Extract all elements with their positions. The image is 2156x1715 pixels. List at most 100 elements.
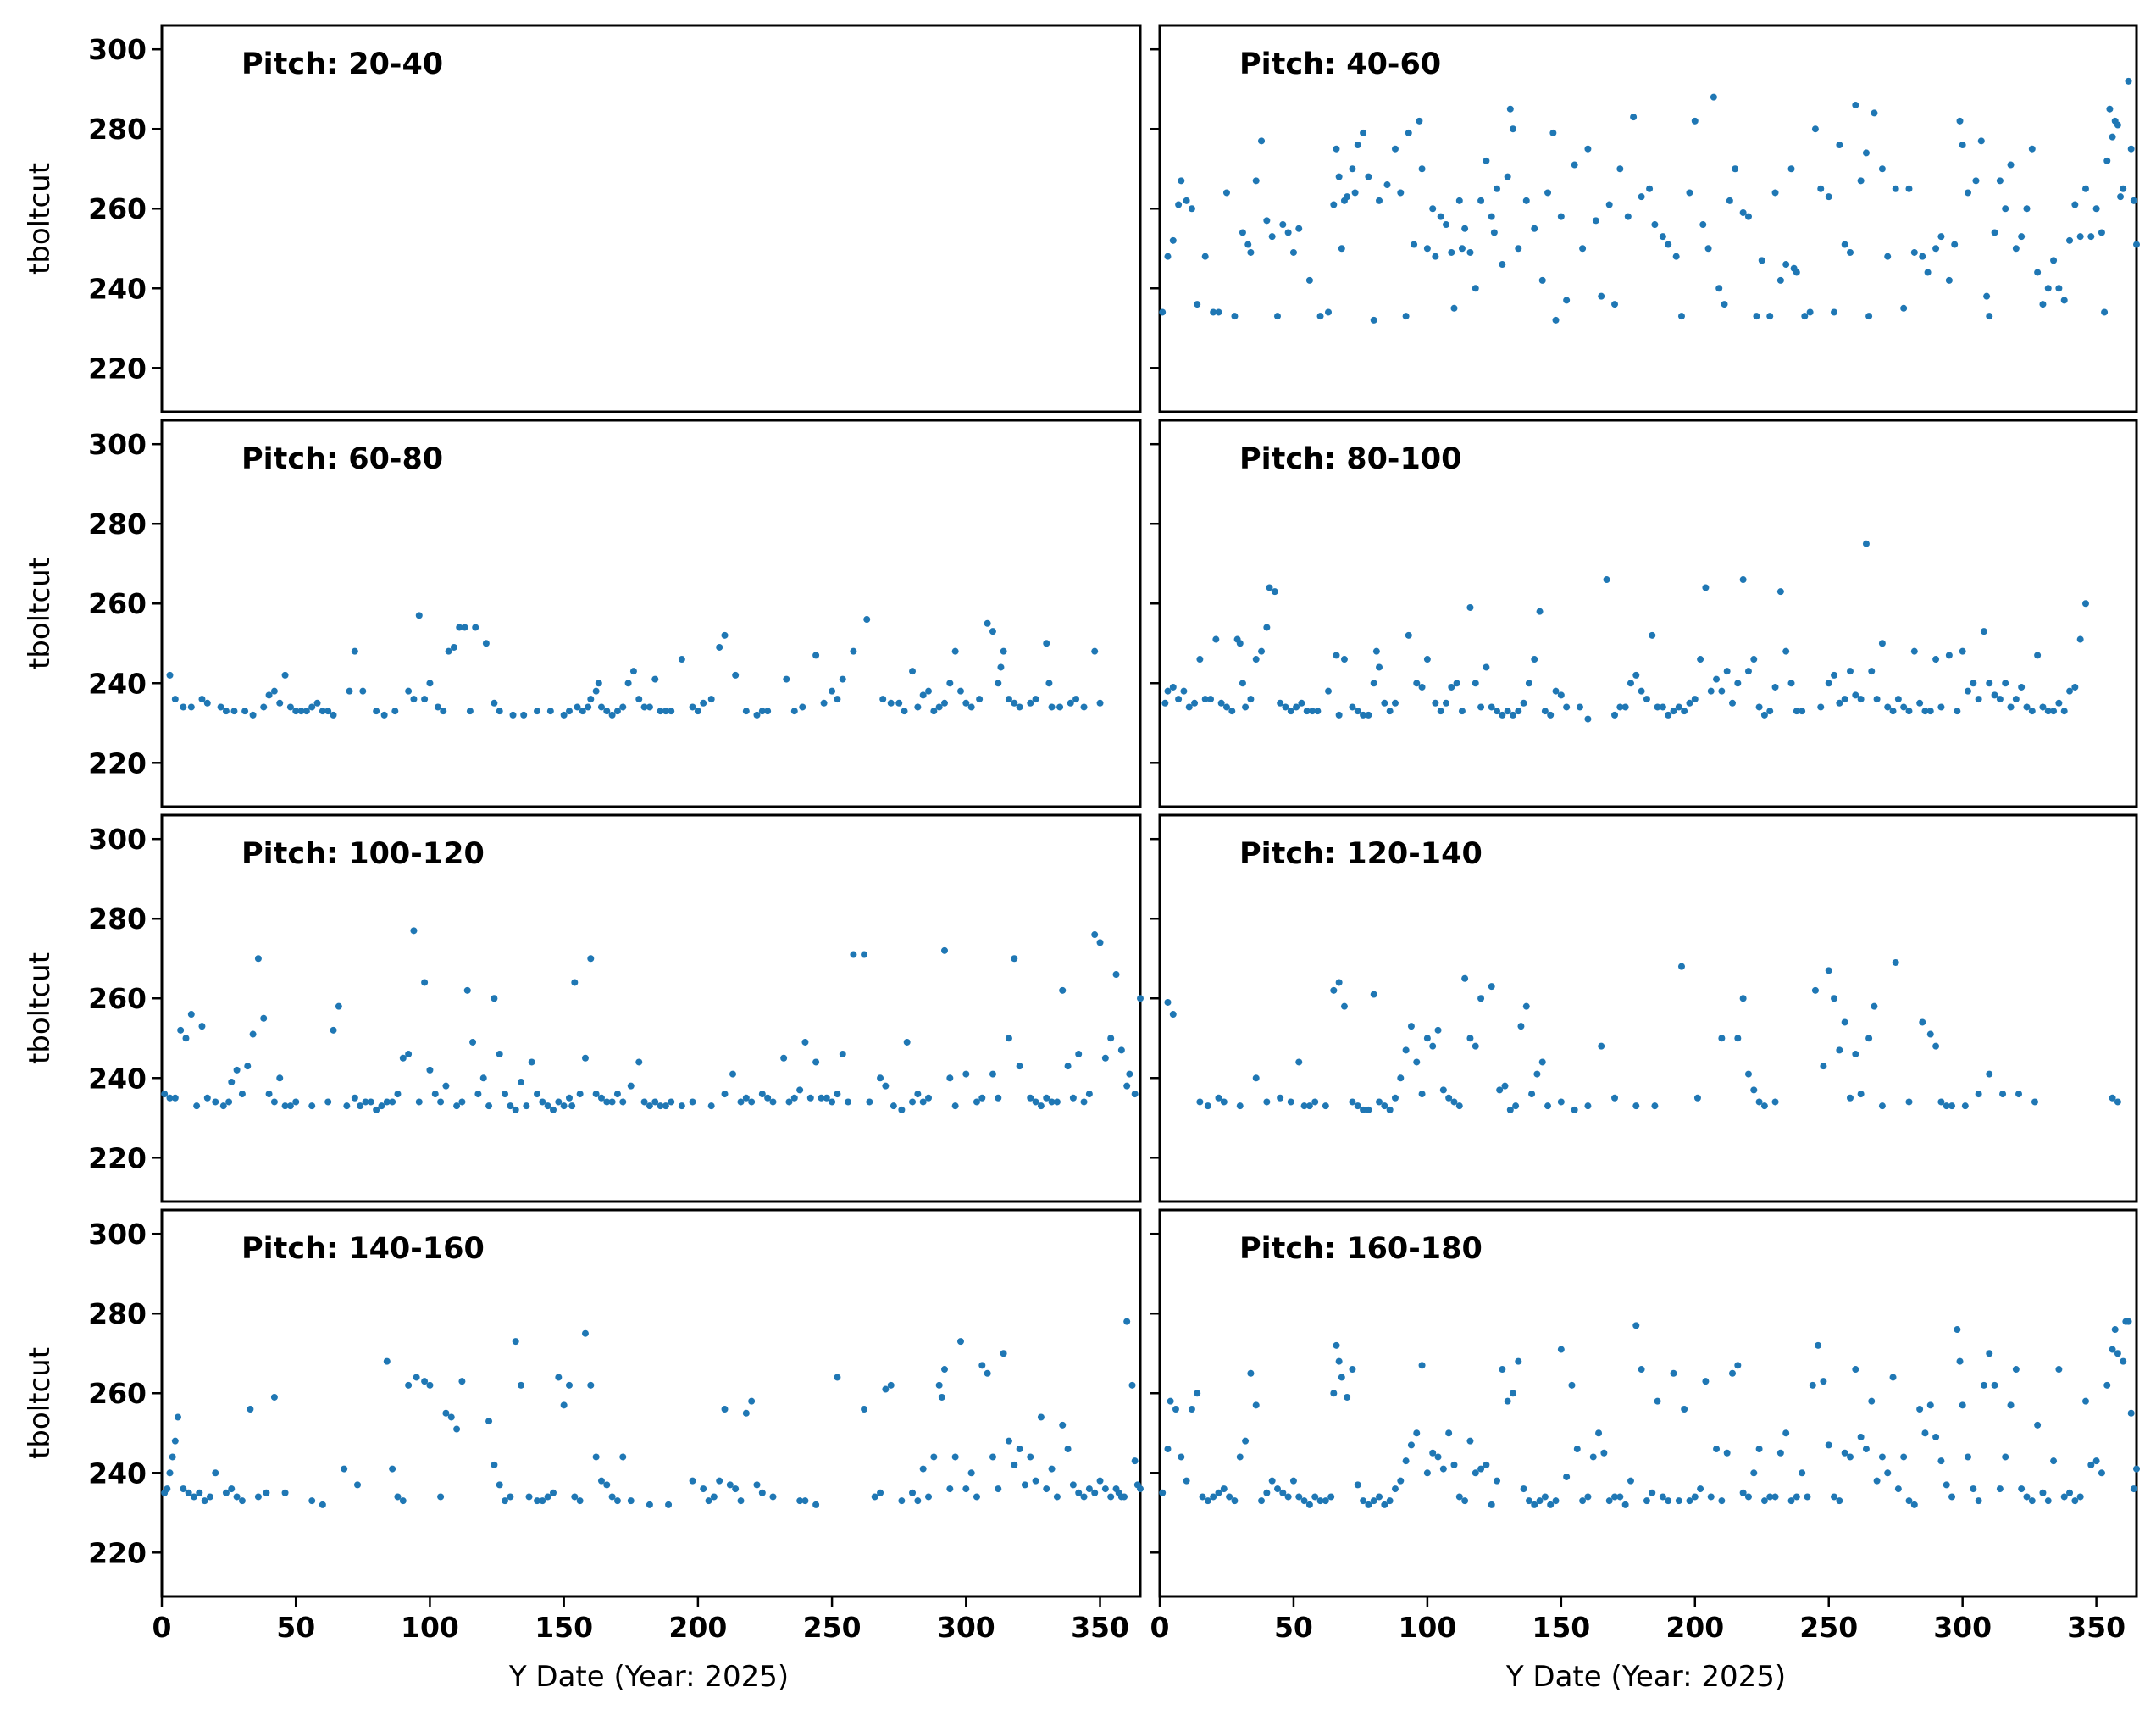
data-point	[1494, 185, 1501, 192]
data-point	[1970, 680, 1977, 687]
x-tick-label: 350	[1071, 1611, 1129, 1644]
data-point	[2103, 157, 2111, 164]
panel-frame	[160, 813, 1142, 1203]
data-point	[2028, 1497, 2036, 1505]
x-tick-label: 200	[668, 1611, 727, 1644]
data-point	[898, 1106, 906, 1113]
data-point	[1340, 656, 1348, 663]
data-point	[1376, 1493, 1383, 1501]
data-point	[1857, 1091, 1865, 1098]
data-point	[546, 708, 554, 715]
data-point	[453, 1102, 461, 1110]
data-point	[437, 1098, 445, 1106]
panel: Pitch: 20-40 220 240 260 280 300 tboltcut	[23, 24, 1142, 413]
data-point	[1131, 1457, 1139, 1465]
data-point	[534, 1091, 541, 1098]
data-point	[509, 711, 517, 719]
data-point	[1201, 253, 1209, 260]
data-point	[1873, 1477, 1881, 1485]
data-point	[2120, 1357, 2127, 1365]
data-point	[1871, 109, 1878, 117]
data-point	[1217, 699, 1225, 707]
data-point	[1273, 1485, 1281, 1493]
data-point	[834, 1091, 841, 1098]
data-point	[1244, 241, 1252, 248]
data-point	[2044, 1497, 2052, 1505]
data-point	[1314, 708, 1322, 715]
data-point	[568, 1102, 576, 1110]
data-point	[1282, 703, 1289, 711]
data-point	[1945, 276, 1953, 284]
data-point	[861, 1406, 868, 1413]
data-point	[222, 708, 230, 715]
data-point	[1370, 991, 1377, 998]
data-point	[1937, 703, 1945, 711]
data-point	[1991, 229, 1998, 236]
data-point	[1354, 142, 1361, 149]
data-point	[1659, 233, 1666, 241]
data-point	[1563, 297, 1571, 304]
data-point	[308, 1497, 316, 1505]
data-point	[550, 1106, 557, 1113]
data-point	[597, 703, 605, 711]
data-point	[206, 1493, 213, 1501]
data-point	[1064, 1063, 1072, 1070]
data-point	[668, 708, 675, 715]
data-point	[1547, 1501, 1555, 1508]
data-point	[1354, 708, 1361, 715]
data-point	[742, 1409, 750, 1417]
data-point	[1101, 1485, 1109, 1493]
data-point	[989, 628, 996, 635]
data-point	[1959, 142, 1966, 149]
data-point	[796, 1086, 804, 1094]
data-point	[410, 696, 418, 703]
data-point	[1112, 971, 1120, 979]
panel-frame	[160, 419, 1142, 808]
data-point	[1980, 628, 1987, 635]
y-tick-label: 220	[88, 1141, 147, 1174]
data-point	[1258, 1497, 1266, 1505]
data-point	[1665, 1497, 1672, 1505]
data-point	[1670, 708, 1677, 715]
panel-title: Pitch: 40-60	[1239, 47, 1441, 81]
data-point	[2034, 652, 2042, 659]
data-point	[169, 1453, 176, 1461]
data-point	[1954, 708, 1961, 715]
data-point	[1836, 699, 1843, 707]
data-point	[198, 696, 206, 703]
data-point	[378, 1102, 385, 1110]
panel: Pitch: 100-120 220 240 260 280 300 tboltcut	[23, 813, 1144, 1203]
y-tick-label: 300	[88, 1218, 147, 1251]
data-point	[951, 1102, 959, 1110]
data-point	[1871, 1002, 1878, 1010]
data-point	[442, 1409, 450, 1417]
data-point	[871, 1493, 878, 1501]
data-point	[1954, 1326, 1961, 1334]
data-point	[1852, 1366, 1859, 1374]
x-tick-label: 250	[803, 1611, 862, 1644]
data-point	[1137, 1485, 1144, 1493]
data-point	[544, 1493, 551, 1501]
data-point	[426, 1381, 434, 1389]
data-point	[1533, 1070, 1541, 1078]
data-point	[1841, 1018, 1848, 1026]
data-point	[1236, 1102, 1244, 1110]
data-point	[1443, 221, 1450, 229]
data-point	[1252, 1401, 1260, 1409]
data-point	[1713, 675, 1721, 683]
panel-title: Pitch: 60-80	[241, 442, 443, 476]
data-point	[1131, 1091, 1139, 1098]
data-point	[1515, 708, 1522, 715]
data-point	[2007, 161, 2015, 169]
data-point	[1654, 703, 1661, 711]
data-point	[461, 624, 468, 631]
data-point	[1215, 1094, 1222, 1102]
data-point	[877, 1489, 884, 1496]
data-point	[1488, 1501, 1495, 1508]
data-point	[627, 1497, 635, 1505]
y-axis-title: tboltcut	[23, 952, 57, 1064]
data-point	[1335, 173, 1343, 180]
data-point	[2060, 708, 2068, 715]
